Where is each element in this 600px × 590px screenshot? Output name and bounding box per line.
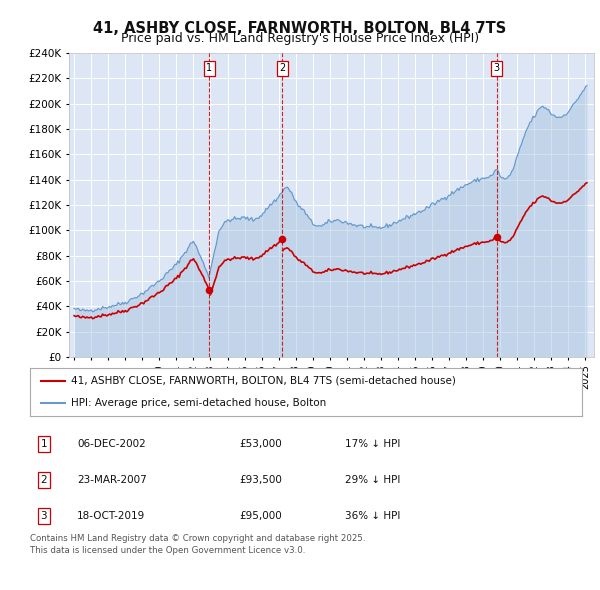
Text: 23-MAR-2007: 23-MAR-2007 (77, 475, 146, 485)
Text: 3: 3 (40, 511, 47, 521)
Text: 3: 3 (494, 63, 500, 73)
Point (278, 234, 287, 243)
Text: 41, ASHBY CLOSE, FARNWORTH, BOLTON, BL4 7TS (semi-detached house): 41, ASHBY CLOSE, FARNWORTH, BOLTON, BL4 … (71, 376, 456, 386)
Text: 36% ↓ HPI: 36% ↓ HPI (344, 511, 400, 521)
Point (492, 232, 502, 241)
Text: 29% ↓ HPI: 29% ↓ HPI (344, 475, 400, 485)
Text: 1: 1 (206, 63, 212, 73)
Text: 41, ASHBY CLOSE, FARNWORTH, BOLTON, BL4 7TS: 41, ASHBY CLOSE, FARNWORTH, BOLTON, BL4 … (94, 21, 506, 35)
Text: Contains HM Land Registry data © Crown copyright and database right 2025.
This d: Contains HM Land Registry data © Crown c… (30, 534, 365, 555)
Text: 17% ↓ HPI: 17% ↓ HPI (344, 439, 400, 448)
Text: HPI: Average price, semi-detached house, Bolton: HPI: Average price, semi-detached house,… (71, 398, 326, 408)
Text: 2: 2 (279, 63, 286, 73)
Text: £95,000: £95,000 (240, 511, 283, 521)
Text: £93,500: £93,500 (240, 475, 283, 485)
Text: 18-OCT-2019: 18-OCT-2019 (77, 511, 145, 521)
Text: 1: 1 (40, 439, 47, 448)
Text: £53,000: £53,000 (240, 439, 283, 448)
Text: Price paid vs. HM Land Registry's House Price Index (HPI): Price paid vs. HM Land Registry's House … (121, 32, 479, 45)
Point (205, 285, 214, 294)
Text: 06-DEC-2002: 06-DEC-2002 (77, 439, 146, 448)
Text: 2: 2 (40, 475, 47, 485)
